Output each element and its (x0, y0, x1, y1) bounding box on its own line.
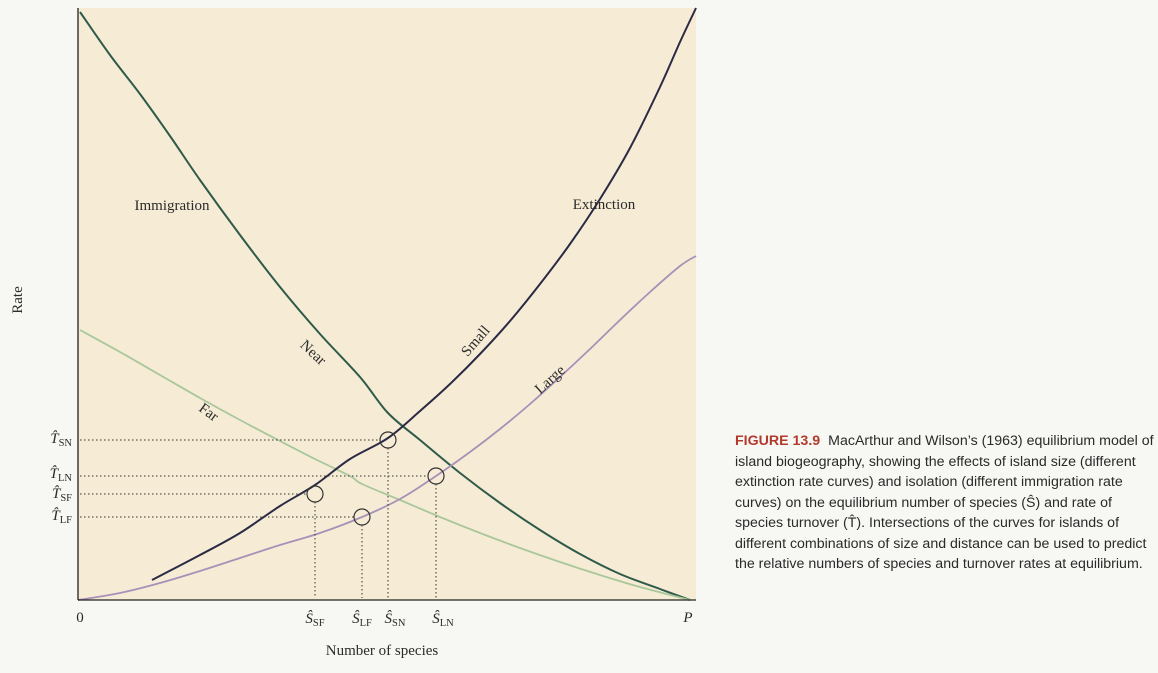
turnover-label-sf: T̂SF (52, 486, 72, 504)
equilibrium-marker-sf (306, 485, 324, 503)
turnover-labels-group: T̂SN T̂LN T̂SF T̂LF (50, 431, 73, 526)
species-label-sf: ŜSF (305, 610, 324, 629)
small-curve (151, 7, 697, 581)
x-end-label: P (682, 610, 692, 626)
caption-text: MacArthur and Wilson’s (1963) equilibriu… (735, 433, 1154, 572)
species-label-ln: ŜLN (432, 610, 454, 629)
large-curve (77, 255, 697, 601)
immigration-label: Immigration (135, 198, 210, 214)
far-curve (79, 329, 691, 601)
figure-caption: FIGURE 13.9 MacArthur and Wilson’s (1963)… (735, 431, 1155, 575)
near-curve (79, 11, 691, 601)
figure-number: FIGURE 13.9 (735, 433, 821, 449)
species-labels-group: ŜSF ŜLF ŜSN ŜLN (305, 610, 454, 629)
equilibrium-markers-group (306, 431, 445, 526)
turnover-label-ln: T̂LN (50, 466, 73, 484)
extinction-label: Extinction (573, 197, 636, 213)
y-axis-title: Rate (10, 286, 26, 314)
turnover-label-sn: T̂SN (50, 431, 72, 449)
equilibrium-marker-lf (353, 508, 371, 526)
plot-background (78, 8, 696, 600)
curves-group (77, 7, 697, 601)
x-axis-title: Number of species (326, 643, 439, 659)
equilibrium-marker-sn (379, 431, 397, 449)
equilibrium-marker-ln (427, 467, 445, 485)
guide-lines-group (80, 439, 437, 598)
x-origin-label: 0 (76, 610, 84, 626)
species-label-sn: ŜSN (385, 610, 406, 629)
figure-chart: Rate Number of species 0 P Immigration E… (10, 7, 697, 659)
turnover-label-lf: T̂LF (51, 508, 72, 526)
species-label-lf: ŜLF (352, 610, 372, 629)
